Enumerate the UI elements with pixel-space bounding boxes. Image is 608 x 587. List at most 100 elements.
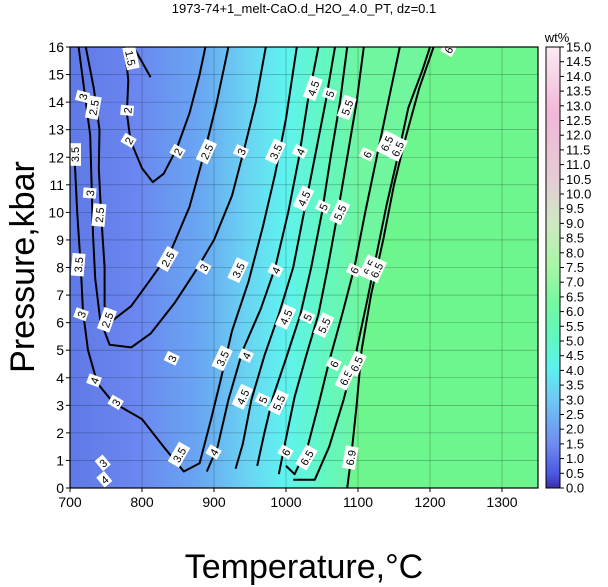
contour-label-box: [314, 199, 331, 215]
contour-label-text: 3: [236, 147, 249, 158]
contour-label: 6.5: [345, 350, 367, 377]
contour-label-box: [336, 94, 357, 121]
contour-label-box: [345, 262, 362, 278]
contour-line-5: [256, 47, 349, 467]
y-tick-label: 11: [49, 177, 64, 193]
y-tick-label: 3: [56, 397, 64, 413]
contour-label-text: 6: [280, 447, 293, 458]
contour-label-text: 3: [85, 190, 97, 197]
contour-label: 5: [314, 199, 331, 215]
colorbar-tick-label: 1.0: [566, 451, 584, 466]
contour-label-box: [231, 383, 254, 410]
colorbar-tick-label: 12.5: [566, 113, 591, 128]
contour-label-box: [386, 135, 408, 162]
colorbar-tick-label: 3.0: [566, 392, 584, 407]
contour-label-box: [195, 259, 212, 275]
contour-label: 3: [195, 259, 212, 275]
contour-label: 5.5: [267, 389, 290, 416]
x-axis-label: Temperature,°C: [185, 548, 423, 586]
contour-label-text: 2.5: [88, 99, 102, 116]
contour-label-box: [169, 143, 186, 160]
contour-label: 2.5: [91, 203, 107, 227]
contour-label: 4: [96, 471, 113, 488]
colorbar-tick-label: 9.5: [566, 201, 584, 216]
y-tick-label: 15: [48, 67, 64, 83]
contour-label-box: [237, 348, 254, 363]
contour-label-text: 6.5: [390, 140, 407, 159]
contour-label-text: 2.5: [100, 311, 117, 329]
colorbar-tick-label: 15.0: [566, 40, 591, 55]
colorbar-tick-label: 5.5: [566, 319, 584, 334]
contour-label-box: [96, 306, 117, 333]
contour-label-box: [375, 130, 398, 157]
contour-label: 2.5: [84, 95, 102, 120]
colorbar-tick-label: 2.0: [566, 422, 584, 437]
contour-label-box: [86, 373, 102, 388]
contour-label-text: 4: [208, 447, 221, 458]
contour-label-text: 3.5: [70, 147, 82, 162]
y-tick-label: 16: [48, 39, 64, 55]
contour-label-text: 3.5: [215, 349, 232, 368]
contour-line-5.5: [277, 47, 365, 475]
contour-label: 6.5: [365, 257, 387, 284]
colorbar-tick-label: 11.0: [566, 157, 590, 172]
colorbar-tick-label: 0.5: [566, 466, 584, 481]
contour-label: 4: [205, 444, 222, 460]
contour-label-text: 6: [362, 150, 375, 161]
colorbar-tick-label: 14.5: [566, 54, 591, 69]
contour-label: 6.5: [386, 135, 408, 162]
colorbar-tick-label: 4.5: [566, 348, 584, 363]
contour-label-text: 6: [443, 45, 456, 56]
contour-label-box: [120, 132, 137, 149]
colorbar-unit: wt%: [544, 30, 570, 45]
y-axis-label: Pressure,kbar: [4, 161, 42, 373]
contour-line-4: [205, 47, 320, 472]
colorbar-scale: [545, 46, 561, 489]
x-tick-label: 700: [58, 494, 82, 510]
contour-label-box: [341, 445, 359, 470]
contour-label-text: 3.5: [231, 261, 248, 280]
contour-line-4.5: [234, 47, 336, 469]
contour-label: 5.5: [336, 94, 357, 121]
contour-label-box: [264, 138, 287, 165]
saturated-region: [347, 47, 538, 488]
contour-label-text: 5.5: [316, 316, 333, 335]
contour-label-box: [107, 394, 124, 411]
y-tick-label: 5: [56, 342, 64, 358]
contour-label-text: 3: [77, 92, 90, 101]
y-tick-label: 14: [48, 94, 64, 110]
contour-label-box: [82, 187, 97, 199]
colorbar-tick-label: 2.5: [566, 407, 584, 422]
colorbar-tick-label: 1.5: [566, 436, 584, 451]
contour-label: 3: [107, 394, 124, 411]
colorbar-tick-label: 9.0: [566, 216, 584, 231]
contour-label: 1.5: [122, 47, 140, 71]
contour-label: 3: [73, 307, 89, 322]
y-tick-label: 8: [56, 260, 64, 276]
contour-label: 2.5: [96, 306, 117, 333]
contour-label-box: [440, 47, 457, 58]
contour-label: 4: [291, 144, 308, 159]
contour-label-text: 1.5: [122, 49, 137, 66]
contour-label-box: [73, 307, 89, 322]
colorbar-tick-label: 8.5: [566, 231, 584, 246]
contour-label-box: [84, 95, 102, 120]
contour-label: 2.5: [195, 138, 218, 165]
colorbar-tick-label: 5.0: [566, 334, 584, 349]
contour-label-box: [195, 138, 218, 165]
contour-label-box: [313, 312, 335, 339]
colorbar: wt% 0.00.51.01.52.02.53.03.54.04.55.05.5…: [544, 30, 592, 496]
contour-label-text: 2: [172, 147, 185, 158]
contour-label-text: 5: [324, 89, 337, 99]
contour-label-text: 6.5: [349, 355, 366, 374]
contour-label-box: [227, 257, 249, 284]
contour-label-box: [267, 262, 284, 278]
colorbar-tick-label: 4.0: [566, 363, 584, 378]
x-tick-label: 1300: [486, 494, 517, 510]
contour-label: 4.5: [292, 185, 315, 212]
contour-label-box: [70, 143, 81, 166]
contour-label-box: [365, 257, 387, 284]
contour-label-box: [70, 252, 86, 277]
y-tick-label: 2: [56, 425, 64, 441]
